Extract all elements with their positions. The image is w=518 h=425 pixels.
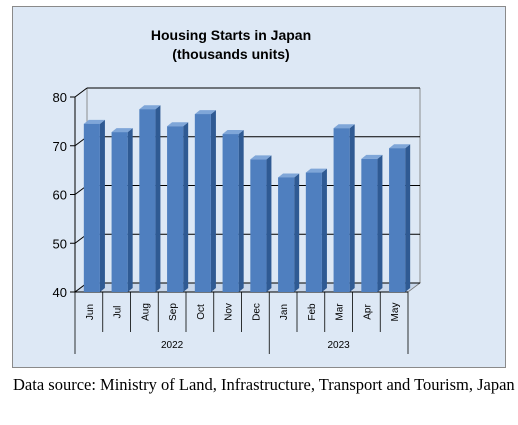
bar-top [111,128,133,133]
bar-jul [111,128,133,292]
bar-aug [139,105,161,292]
x-category-label: Jun [85,304,96,320]
x-axis-groups: 2022 2023 [161,340,350,351]
bar-front [250,159,267,292]
bar-front [139,109,156,292]
bar-front [167,126,184,292]
bar-top [333,124,355,129]
data-source-note: Data source: Ministry of Land, Infrastru… [13,375,515,394]
bar-layer [83,105,411,292]
bar-top [305,168,327,173]
bar-side [321,168,327,292]
bar-top [139,105,161,110]
bar-side [377,154,383,292]
bar-mar [333,124,355,292]
bar-side [294,173,300,292]
bar-top [389,144,411,149]
y-tick-label: 50 [53,236,67,251]
bar-top [167,122,189,127]
x-category-label: Feb [307,303,318,321]
bar-side [99,119,105,292]
bar-front [333,128,350,292]
bar-side [266,155,272,292]
x-group-label: 2023 [328,340,351,351]
bar-feb [305,168,327,292]
x-category-label: Aug [140,303,151,321]
gridline-diagonal [74,87,88,98]
x-category-label: Dec [251,303,262,321]
y-tick-label: 80 [53,90,67,105]
bar-front [194,114,211,292]
bar-top [83,119,105,124]
bar-side [405,144,411,292]
x-category-label: Sep [168,303,179,321]
x-category-label: Apr [362,304,373,320]
bar-top [194,110,216,115]
chart-title-line-2: (thousands units) [172,46,289,62]
x-group-label: 2022 [161,340,184,351]
y-tick-label: 40 [53,285,67,300]
bar-side [210,110,216,292]
bar-front [111,132,128,292]
y-tick-label: 60 [53,188,67,203]
bar-top [250,155,272,160]
bar-dec [250,155,272,292]
bar-apr [361,154,383,292]
bar-front [83,123,100,292]
bar-top [278,173,300,178]
x-category-label: Jul [113,306,124,319]
y-tick-label: 70 [53,139,67,154]
bar-top [222,130,244,135]
bar-nov [222,130,244,292]
chart-frame: Housing Starts in Japan (thousands units… [12,6,506,368]
x-category-label: Oct [196,304,207,320]
bar-side [183,122,189,292]
bar-top [361,154,383,159]
bar-side [238,130,244,292]
bar-front [222,134,239,292]
x-category-label: Mar [335,303,346,321]
x-category-label: May [390,303,401,322]
bar-side [127,128,133,292]
x-category-label: Jan [279,304,290,320]
bar-may [389,144,411,292]
bar-jun [83,119,105,292]
x-axis-categories: Jun Jul Aug Sep Oct Nov Dec Jan Feb Mar Apr May [85,303,401,322]
bar-side [155,105,161,292]
bar-jan [278,173,300,292]
bar-front [278,177,295,292]
chart-title-line-1: Housing Starts in Japan [151,27,311,43]
x-category-label: Nov [224,303,235,321]
bar-side [349,124,355,292]
bar-front [305,172,322,292]
bar-chart: Housing Starts in Japan (thousands units… [13,7,505,367]
bar-front [389,148,406,292]
y-axis-ticks: 40 50 60 70 80 [53,90,67,300]
bar-sep [167,122,189,292]
bar-oct [194,110,216,292]
bar-front [361,158,378,292]
